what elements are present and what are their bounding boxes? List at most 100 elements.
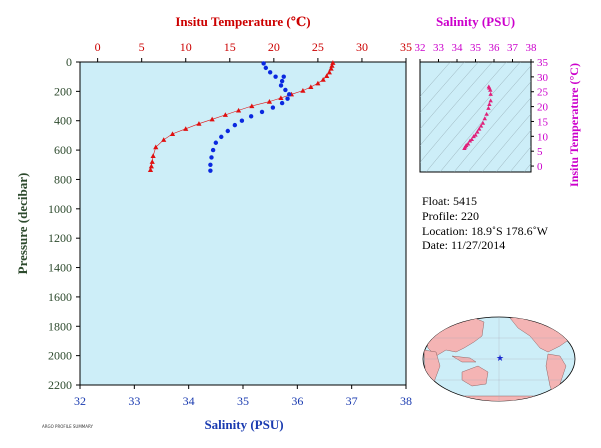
temperature-point xyxy=(315,80,321,86)
temperature-point xyxy=(222,112,228,117)
salinity-point xyxy=(225,128,230,134)
temperature-tick-label: 15 xyxy=(224,40,236,54)
density-contour xyxy=(439,65,531,172)
salinity-point xyxy=(279,100,285,106)
salinity-point xyxy=(219,134,224,140)
ts-point xyxy=(488,98,493,103)
temperature-point xyxy=(266,99,273,104)
temperature-point xyxy=(328,66,334,71)
temperature-axis-label: Insitu Temperature (℃) xyxy=(175,14,310,29)
ts-temperature-axis-label: Insitu Temperature (°C) xyxy=(567,63,581,187)
salinity-tick-label: 35 xyxy=(237,394,249,408)
pressure-tick-label: 2000 xyxy=(48,349,72,363)
temperature-point xyxy=(169,131,176,137)
ts-temperature-tick-label: 0 xyxy=(537,161,543,173)
ts-temperature-tick-label: 20 xyxy=(537,102,549,114)
float-location: Location: 18.9˚S 178.6˚W xyxy=(422,224,548,238)
salinity-point xyxy=(213,140,219,145)
temperature-point xyxy=(196,121,202,126)
ts-temperature-tick-label: 30 xyxy=(537,72,549,84)
temperature-point xyxy=(329,63,335,68)
salinity-point xyxy=(209,155,214,160)
profile-date: Date: 11/27/2014 xyxy=(422,238,506,252)
density-contour xyxy=(425,62,521,172)
pressure-axis-label: Pressure (decibar) xyxy=(15,173,30,275)
salinity-point xyxy=(285,96,290,101)
temperature-tick-label: 30 xyxy=(356,40,368,54)
density-contour xyxy=(420,62,493,146)
temperature-point xyxy=(183,126,189,131)
density-contour xyxy=(481,113,531,172)
temperature-tick-label: 35 xyxy=(400,40,412,54)
pressure-tick-label: 2200 xyxy=(48,378,72,392)
salinity-point xyxy=(263,65,269,71)
ts-salinity-tick-label: 32 xyxy=(415,42,426,54)
ts-point xyxy=(488,87,493,92)
salinity-point xyxy=(283,87,288,93)
salinity-tick-label: 32 xyxy=(74,394,86,408)
temperature-point xyxy=(278,95,284,101)
salinity-point xyxy=(273,74,278,79)
temperature-tick-label: 0 xyxy=(95,40,101,54)
salinity-point xyxy=(208,162,213,167)
ts-point xyxy=(471,134,476,139)
temperature-point xyxy=(149,159,155,164)
ts-point xyxy=(467,138,473,143)
pressure-tick-label: 1000 xyxy=(48,202,72,216)
ts-point xyxy=(488,91,493,96)
ts-point xyxy=(478,123,484,128)
density-contour xyxy=(420,62,479,130)
salinity-point xyxy=(286,92,292,97)
salinity-tick-label: 34 xyxy=(183,394,195,408)
temperature-tick-label: 25 xyxy=(312,40,324,54)
salinity-tick-label: 36 xyxy=(291,394,303,408)
density-contour xyxy=(467,97,531,172)
float-number: Float: 5415 xyxy=(422,194,478,208)
temperature-point xyxy=(161,137,167,142)
temperature-point xyxy=(320,77,326,82)
temperature-point xyxy=(308,84,314,90)
salinity-point xyxy=(232,122,238,128)
ts-temperature-tick-label: 10 xyxy=(537,131,549,143)
ts-point xyxy=(462,146,467,150)
pressure-tick-label: 800 xyxy=(54,172,72,186)
temperature-tick-label: 10 xyxy=(180,40,192,54)
temperature-point xyxy=(300,88,306,93)
ts-salinity-tick-label: 33 xyxy=(433,42,445,54)
footnote: ARGO PROFILE SUMMARY xyxy=(42,424,93,429)
salinity-point xyxy=(239,118,245,123)
pressure-tick-label: 600 xyxy=(54,143,72,157)
salinity-tick-label: 37 xyxy=(346,394,358,408)
salinity-point xyxy=(261,61,266,66)
pressure-tick-label: 1600 xyxy=(48,290,72,304)
temperature-point xyxy=(326,69,332,75)
salinity-point xyxy=(248,114,254,119)
temperature-point xyxy=(235,107,242,113)
salinity-tick-label: 38 xyxy=(400,394,412,408)
temperature-point xyxy=(147,167,154,172)
ts-temperature-tick-label: 5 xyxy=(537,146,543,158)
temperature-point xyxy=(153,144,159,150)
map-land-antarctica xyxy=(429,395,571,401)
pressure-tick-label: 0 xyxy=(66,55,72,69)
ts-point xyxy=(484,111,489,116)
float-position-marker: ★ xyxy=(496,354,504,364)
ts-salinity-axis-label: Salinity (PSU) xyxy=(436,14,515,29)
ts-point xyxy=(486,105,491,110)
salinity-point xyxy=(278,83,284,88)
density-contour xyxy=(420,62,465,114)
ts-salinity-tick-label: 38 xyxy=(526,42,538,54)
ts-point xyxy=(480,120,486,125)
ts-salinity-tick-label: 35 xyxy=(470,42,482,54)
density-contour xyxy=(495,129,531,172)
ts-salinity-tick-label: 36 xyxy=(489,42,501,54)
ts-point xyxy=(477,126,482,131)
pressure-tick-label: 200 xyxy=(54,84,72,98)
ts-plot-area xyxy=(419,61,532,173)
pressure-tick-label: 1800 xyxy=(48,319,72,333)
main-plot-area xyxy=(79,61,407,386)
ts-salinity-tick-label: 37 xyxy=(507,42,519,54)
